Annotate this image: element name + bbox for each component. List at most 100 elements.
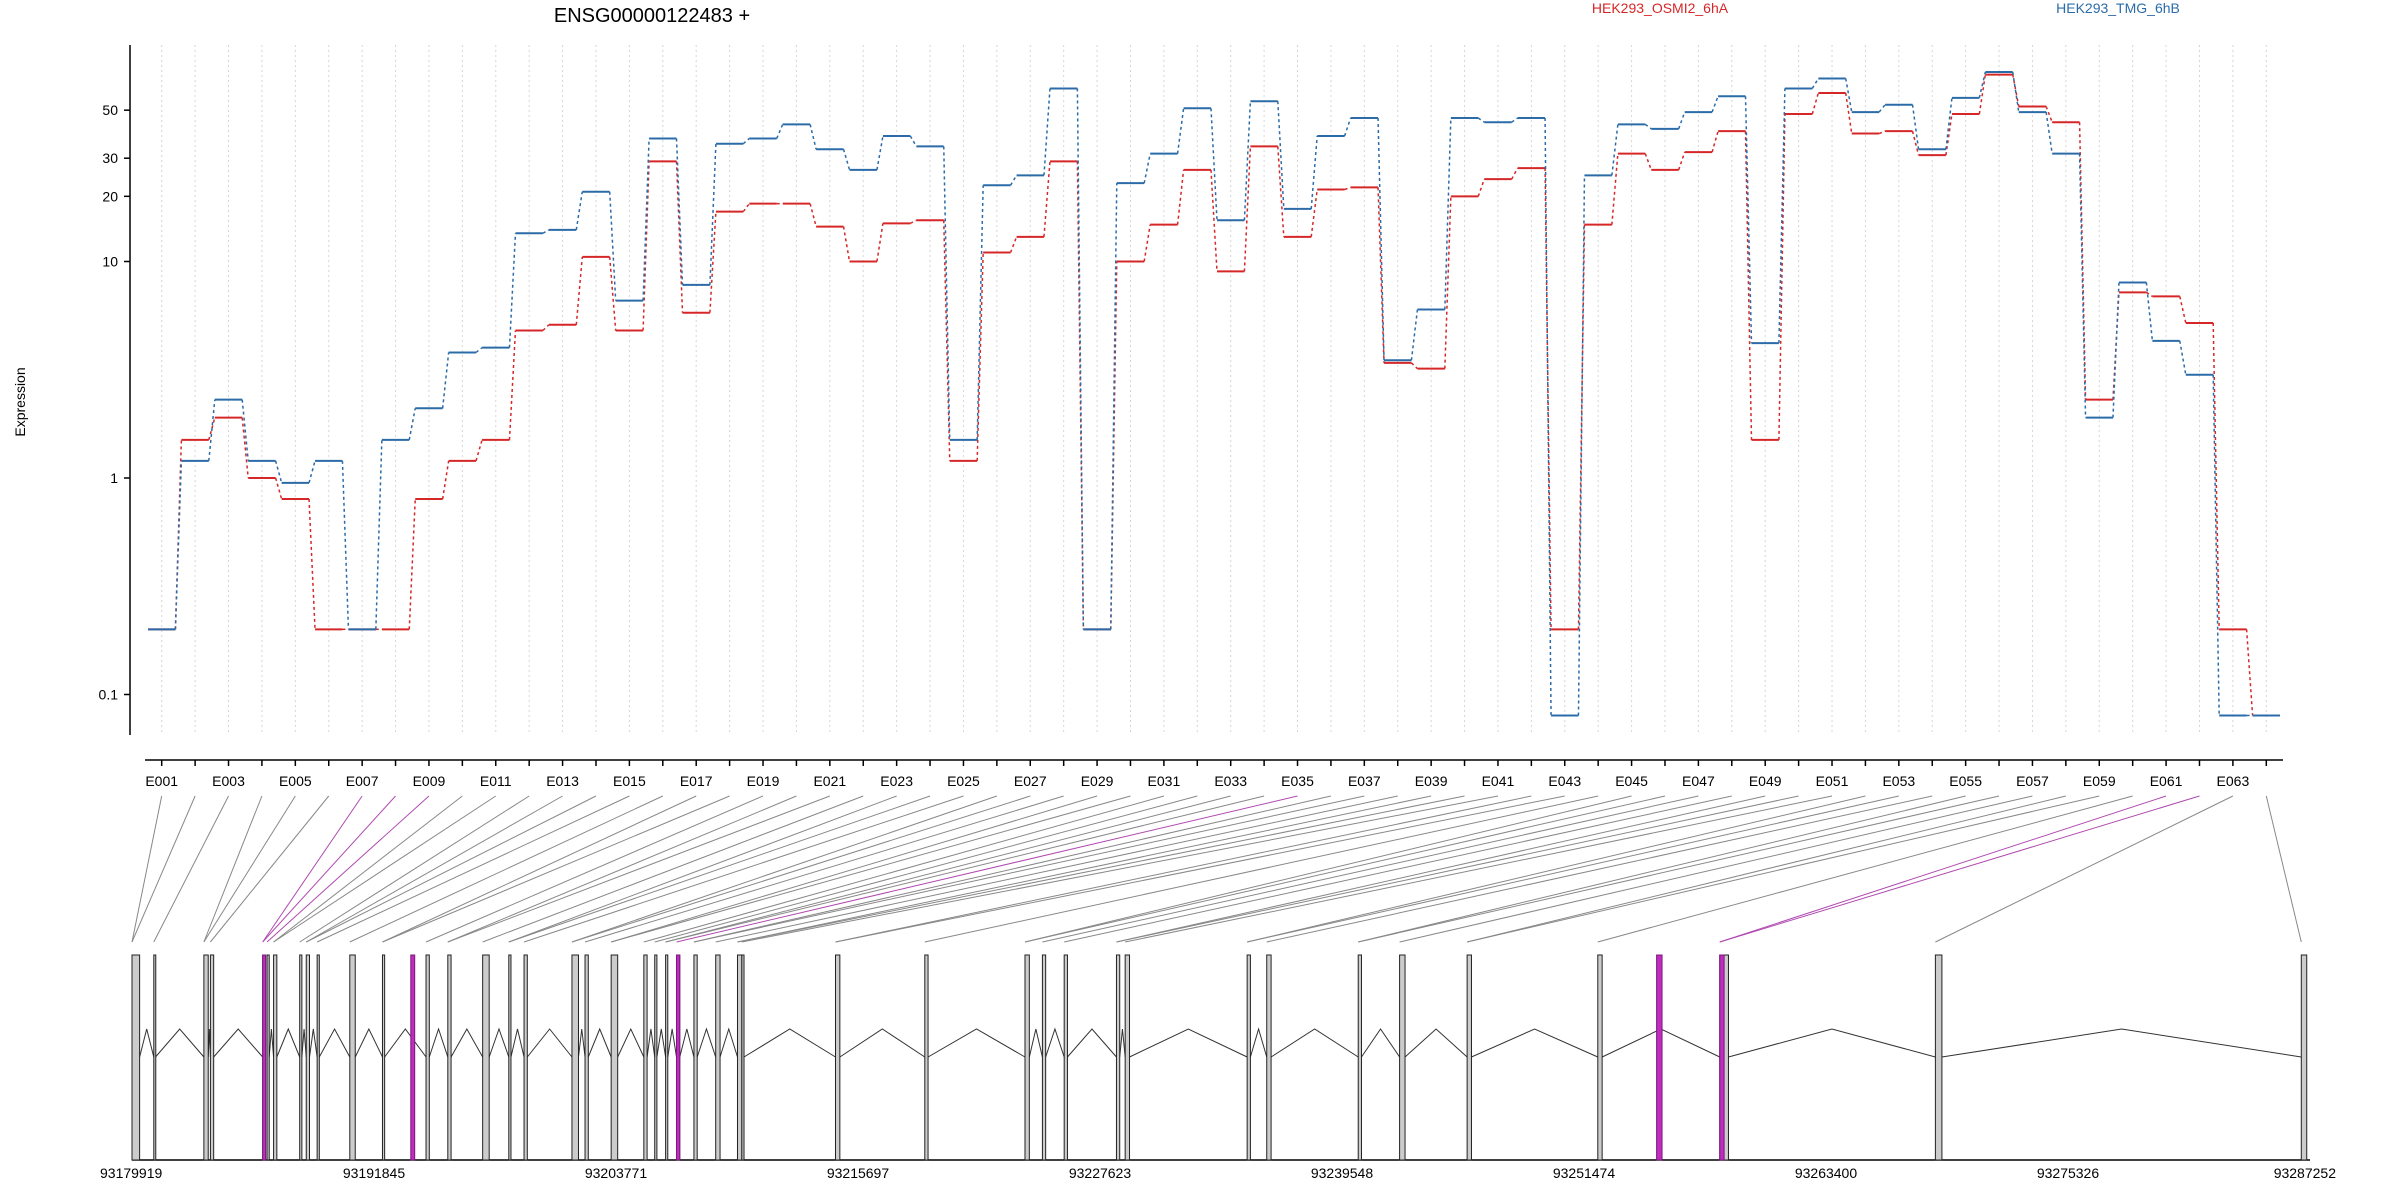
exon-connector-line xyxy=(382,795,730,943)
exon-connector-line xyxy=(1247,795,1899,943)
y-axis: 0.1 1 10 20 30 50 xyxy=(99,45,131,735)
exon-block xyxy=(349,954,356,1161)
series-connector xyxy=(441,460,450,500)
series-connector xyxy=(642,138,650,301)
genomic-coordinate-label: 93275326 xyxy=(2037,1165,2100,1181)
series-connector xyxy=(1410,309,1419,361)
exon-block xyxy=(1597,954,1603,1161)
exon-connector-line xyxy=(382,795,697,943)
series-connector xyxy=(776,124,784,139)
intron-line xyxy=(155,1028,205,1058)
series-connector xyxy=(1477,178,1485,197)
exon-connector-line xyxy=(2265,795,2302,943)
x-tick-label: E033 xyxy=(1214,773,1247,789)
exon-highlight xyxy=(676,954,681,1161)
series-connector xyxy=(1644,153,1652,171)
exon-block xyxy=(153,954,157,1161)
y-tick-label: 20 xyxy=(102,188,118,204)
exon-connector-line xyxy=(523,795,964,943)
series-connector xyxy=(508,330,517,440)
series-connector xyxy=(842,226,851,262)
y-tick-label: 30 xyxy=(102,150,118,166)
exon-block xyxy=(736,954,743,1161)
exon-block xyxy=(305,954,311,1161)
intron-line xyxy=(617,1027,645,1058)
series-connector xyxy=(642,161,650,331)
intron-line xyxy=(1067,1028,1117,1058)
series-connector xyxy=(2212,322,2220,630)
series-connector xyxy=(174,439,183,630)
series-connector xyxy=(1143,224,1151,262)
x-tick-label: E007 xyxy=(346,773,379,789)
exon-block xyxy=(131,954,141,1161)
series-connector xyxy=(1644,123,1652,130)
intron-line xyxy=(318,1027,351,1058)
exon-block xyxy=(381,954,386,1161)
x-tick-label: E015 xyxy=(613,773,646,789)
intron-line xyxy=(719,1027,738,1058)
x-tick-label: E003 xyxy=(212,773,245,789)
series-connector xyxy=(508,233,517,348)
exon-connector-line xyxy=(1597,795,2133,943)
x-tick-label: E043 xyxy=(1548,773,1581,789)
series-connector xyxy=(274,460,283,484)
series-connector xyxy=(2145,282,2154,341)
x-tick-label: E027 xyxy=(1014,773,1047,789)
intron-line xyxy=(276,1027,301,1058)
series-connector xyxy=(475,439,483,462)
exon-connector-line xyxy=(299,795,530,943)
intron-line xyxy=(927,1028,1026,1058)
series-connector xyxy=(1043,161,1051,237)
exon-block xyxy=(1124,954,1131,1161)
series-connector xyxy=(1377,187,1385,363)
exon-connector-line xyxy=(715,795,1398,943)
x-tick-label: E031 xyxy=(1148,773,1181,789)
series-connector xyxy=(1711,95,1719,113)
genomic-coordinate-label: 93239548 xyxy=(1311,1165,1374,1181)
exon-highlight xyxy=(410,954,416,1161)
exon-connector-line xyxy=(676,795,1298,943)
series-connector xyxy=(1377,117,1385,361)
exon-block xyxy=(1266,954,1272,1161)
exon-connector-line xyxy=(835,795,1532,943)
series-connector xyxy=(2145,291,2153,298)
exon-block xyxy=(523,954,528,1161)
exon-connector-line xyxy=(447,795,797,943)
series-connector xyxy=(2045,106,2053,123)
exon-highlight xyxy=(1656,954,1663,1161)
intron-line xyxy=(1471,1028,1598,1058)
series-connector xyxy=(1410,362,1418,370)
exon-block xyxy=(1357,954,1362,1161)
x-tick-label: E013 xyxy=(546,773,579,789)
series-connector xyxy=(909,135,917,147)
series-connector xyxy=(1176,108,1185,154)
x-tick-label: E035 xyxy=(1281,773,1314,789)
series-connector xyxy=(274,477,283,500)
exon-connector-line xyxy=(1024,795,1632,943)
series-connector xyxy=(1210,169,1218,272)
exon-connector-line xyxy=(482,795,864,943)
series-connector xyxy=(575,256,584,325)
series-connector xyxy=(2045,111,2053,154)
intron-line xyxy=(450,1027,484,1058)
series-connector xyxy=(976,185,984,440)
intron-line xyxy=(139,1028,155,1058)
exon-block xyxy=(741,954,745,1161)
series-connector xyxy=(1444,196,1452,369)
x-tick-label: E059 xyxy=(2083,773,2116,789)
exon-block xyxy=(425,954,430,1161)
intron-line xyxy=(1028,1028,1043,1058)
series-connector xyxy=(976,252,984,461)
gene-structure xyxy=(131,954,2310,1161)
exon-connector-line xyxy=(273,795,463,943)
exon-connector-line xyxy=(584,795,1064,943)
exon-highlight xyxy=(262,954,267,1161)
series-connector xyxy=(1243,146,1252,272)
series-connector xyxy=(475,347,483,354)
series-connector xyxy=(1711,130,1719,153)
x-tick-label: E017 xyxy=(680,773,713,789)
intron-line xyxy=(577,1028,586,1058)
series-connector xyxy=(1310,189,1318,237)
exon-connector-line xyxy=(1024,795,1666,943)
x-tick-label: E001 xyxy=(145,773,178,789)
